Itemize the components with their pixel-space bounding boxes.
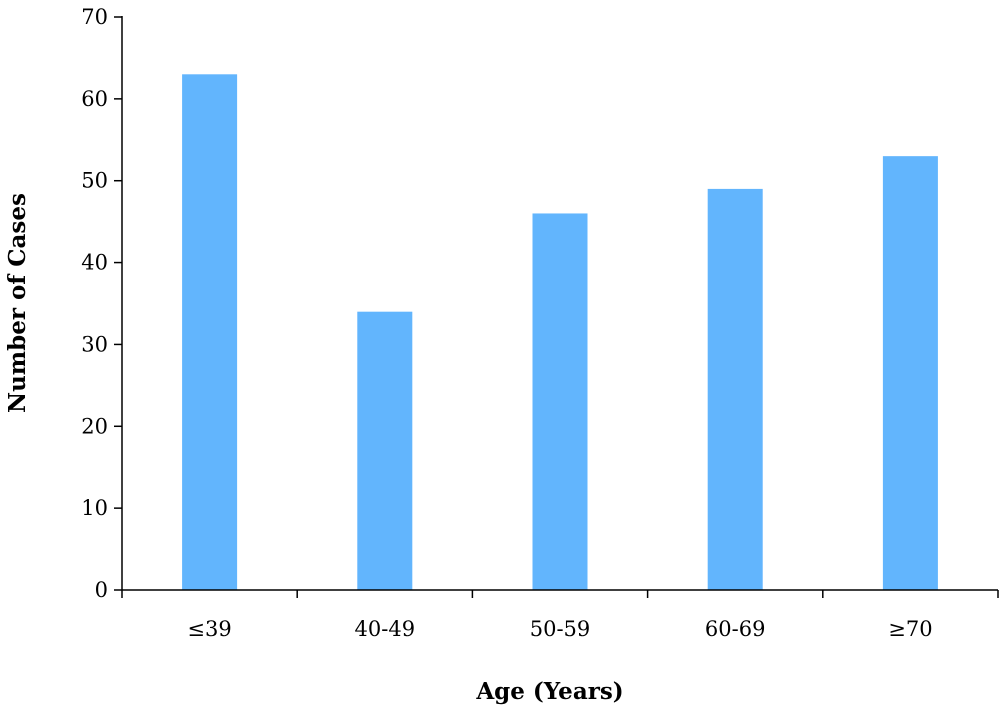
bar-4	[882, 156, 938, 590]
y-tick-label-3: 30	[81, 332, 108, 356]
x-axis-title: Age (Years)	[475, 678, 623, 705]
y-tick-label-0: 0	[95, 578, 108, 602]
bars-group	[182, 74, 938, 591]
bar-2	[532, 213, 588, 590]
x-tick-label-1: 40-49	[355, 617, 416, 641]
y-tick-label-5: 50	[81, 169, 108, 193]
y-tick-label-6: 60	[81, 87, 108, 111]
x-tick-label-3: 60-69	[705, 617, 766, 641]
x-tick-label-2: 50-59	[530, 617, 591, 641]
y-tick-label-4: 40	[81, 251, 108, 275]
y-tick-label-7: 70	[81, 5, 108, 29]
x-tick-label-4: ≥70	[888, 617, 932, 641]
bar-1	[357, 311, 413, 590]
bar-3	[707, 188, 763, 590]
x-tick-label-0: ≤39	[187, 617, 231, 641]
bar-0	[182, 74, 238, 591]
y-axis: 0 10 20 30 40 50 60 70	[81, 5, 123, 602]
y-tick-label-2: 20	[81, 414, 108, 438]
y-axis-title: Number of Cases	[4, 193, 31, 413]
y-tick-label-1: 10	[81, 496, 108, 520]
x-axis: ≤39 40-49 50-59 60-69 ≥70	[121, 589, 999, 641]
